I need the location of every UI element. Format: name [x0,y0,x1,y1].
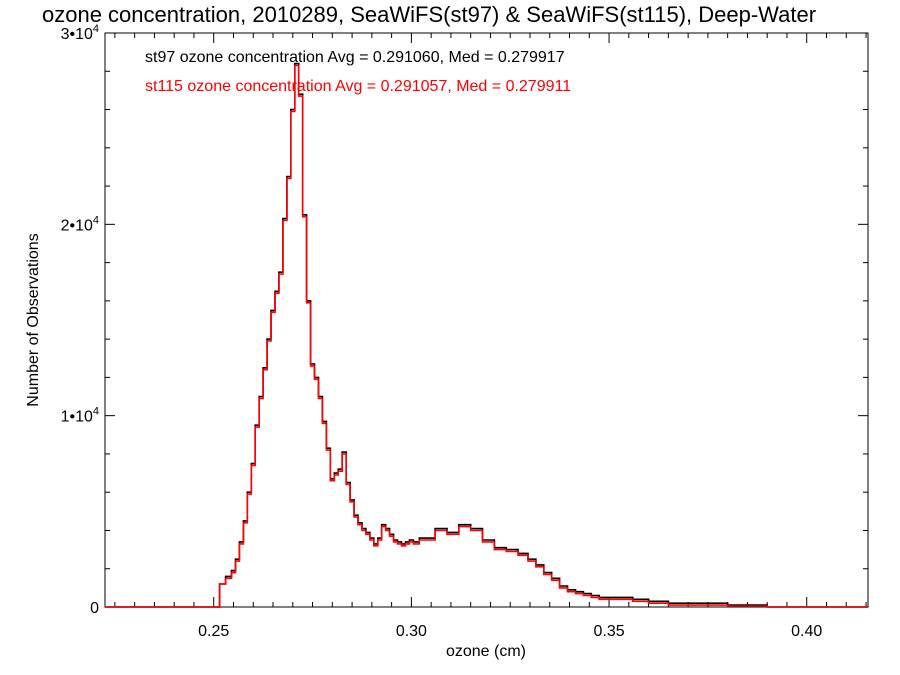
stats-st97: st97 ozone concentration Avg = 0.291060,… [145,49,565,66]
plot-frame [104,32,869,608]
series-st115 [105,64,868,608]
y-tick-label: 2•104 [61,214,99,234]
x-tick-label: 0.25 [198,623,229,640]
x-tick-label: 0.40 [791,623,822,640]
x-tick-label: 0.30 [396,623,427,640]
y-tick-label: 3•104 [61,23,99,43]
y-tick-label: 1•104 [61,406,99,426]
axis-ticks [105,32,868,608]
y-axis-label: Number of Observations [25,233,42,406]
stats-st115: st115 ozone concentration Avg = 0.291057… [145,78,571,95]
y-tick-labels: 0 1•104 2•104 3•104 [61,23,100,617]
x-tick-label: 0.35 [593,623,624,640]
histogram-series [105,62,868,608]
chart-title: ozone concentration, 2010289, SeaWiFS(st… [42,2,816,27]
y-tick-label: 0 [90,600,99,617]
x-axis-label: ozone (cm) [446,643,526,660]
series-st97 [105,62,868,608]
x-tick-labels: 0.25 0.30 0.35 0.40 [198,623,822,640]
